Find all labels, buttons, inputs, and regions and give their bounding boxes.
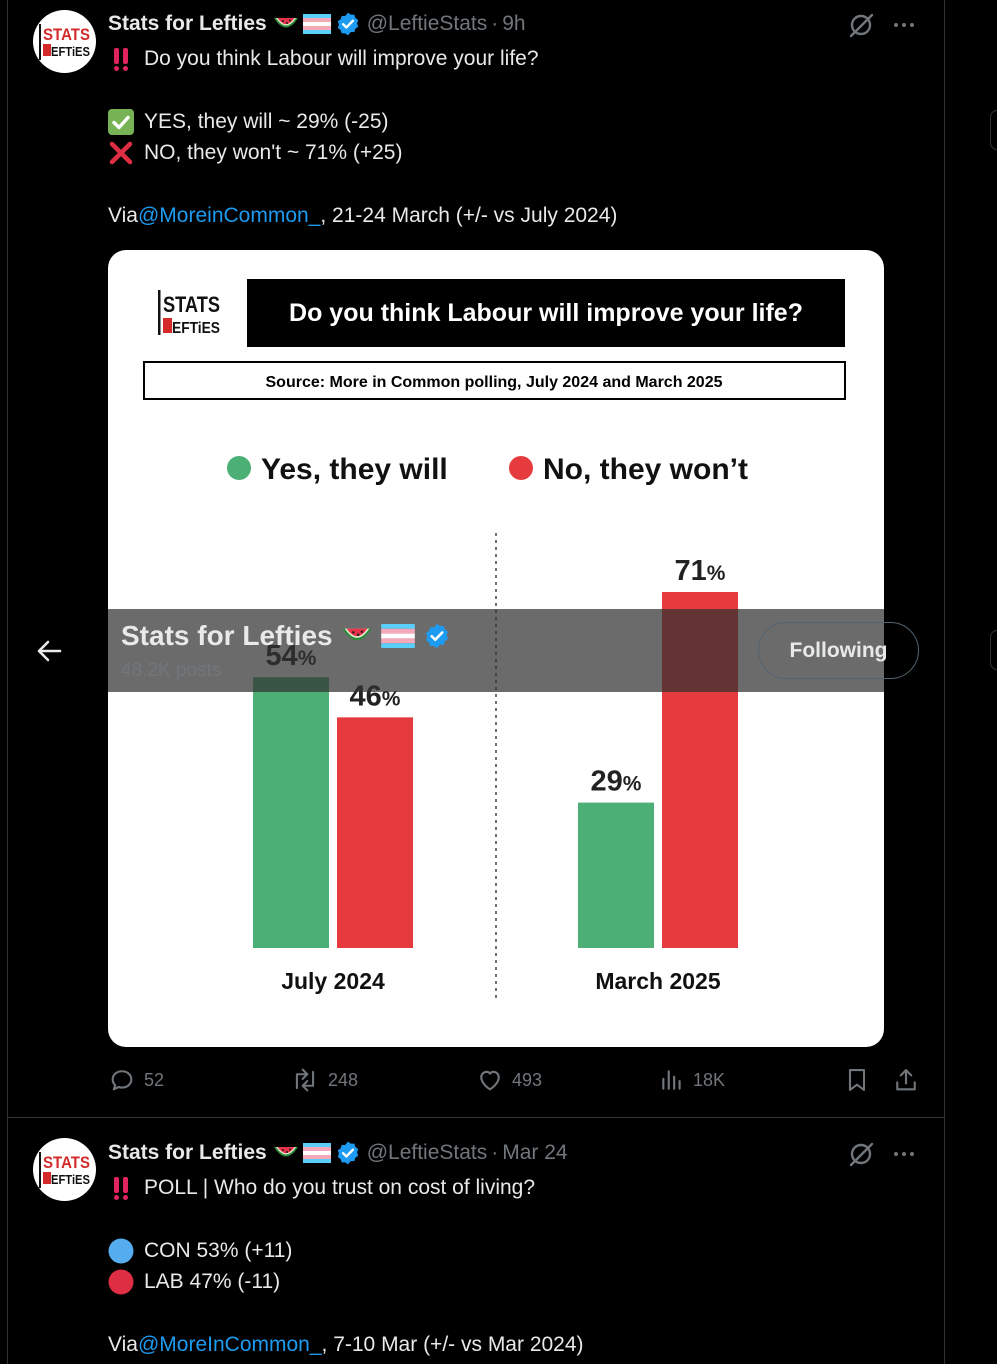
repost-button[interactable]: 248 bbox=[290, 1066, 358, 1094]
bookmark-icon bbox=[848, 1069, 866, 1091]
mention-link[interactable]: @MoreinCommon_ bbox=[137, 204, 321, 227]
svg-text:STATS: STATS bbox=[43, 1153, 90, 1172]
stats-for-lefties-logo: STATS EFTiES bbox=[39, 1152, 90, 1188]
yes-line: YES, they will ~ 29% (-25) bbox=[144, 110, 389, 133]
con-line: CON 53% (+11) bbox=[144, 1239, 293, 1262]
view-count: 18K bbox=[693, 1069, 726, 1090]
grok-icon[interactable] bbox=[847, 11, 875, 39]
legend-label-yes: Yes, they will bbox=[261, 453, 448, 486]
watermelon-icon bbox=[341, 628, 372, 641]
tweet-headline: Do you think Labour will improve your li… bbox=[144, 47, 539, 70]
no-line: NO, they won't ~ 71% (+25) bbox=[144, 141, 403, 164]
tweet-header: Stats for Lefties @LeftieStats · 9h bbox=[108, 11, 526, 37]
cross-mark-icon bbox=[109, 141, 133, 164]
avatar[interactable]: STATS EFTiES bbox=[33, 10, 96, 73]
check-mark-icon bbox=[108, 108, 134, 135]
reply-icon bbox=[111, 1070, 133, 1091]
title-banner bbox=[247, 279, 845, 347]
tweet-time[interactable]: 9h bbox=[502, 12, 526, 35]
tweet-header: Stats for Lefties @LeftieStats · Mar 24 bbox=[108, 1140, 568, 1166]
column-border-left bbox=[7, 0, 8, 1364]
via-details: , 21-24 March (+/- vs July 2024) bbox=[320, 204, 618, 227]
watermelon-icon bbox=[273, 18, 298, 28]
lab-line: LAB 47% (-11) bbox=[144, 1270, 281, 1293]
poll-infographic: STATS EFTiES Do you think Labour will im… bbox=[143, 279, 846, 998]
tweet-actions: 52 248 493 18K bbox=[108, 1066, 920, 1100]
profile-name: Stats for Lefties bbox=[121, 620, 333, 651]
svg-text:EFTiES: EFTiES bbox=[51, 1172, 90, 1187]
source-box bbox=[143, 361, 846, 400]
data-label-yes-march-2025: 29% bbox=[591, 766, 642, 798]
sticky-profile-bar bbox=[108, 609, 884, 692]
infographic-title: Do you think Labour will improve your li… bbox=[289, 299, 803, 327]
bar-no-july-2024 bbox=[337, 717, 413, 948]
more-icon[interactable] bbox=[891, 12, 917, 38]
bookmark-button[interactable] bbox=[843, 1066, 871, 1094]
svg-text:EFTiES: EFTiES bbox=[51, 44, 90, 59]
avatar[interactable]: STATS EFTiES bbox=[33, 1138, 96, 1201]
verified-icon[interactable] bbox=[423, 622, 451, 650]
reply-count: 52 bbox=[144, 1069, 165, 1090]
side-panel-edge bbox=[990, 630, 997, 670]
tweet-body: Do you think Labour will improve your li… bbox=[108, 43, 908, 231]
stats-for-lefties-logo: STATS EFTiES bbox=[39, 24, 90, 60]
svg-text:STATS: STATS bbox=[43, 25, 90, 44]
author-handle[interactable]: @LeftieStats bbox=[366, 12, 488, 35]
logo-bottom-text: EFTiES bbox=[172, 320, 220, 337]
like-count: 493 bbox=[512, 1069, 543, 1090]
repost-icon bbox=[295, 1068, 315, 1092]
grok-icon[interactable] bbox=[847, 1140, 875, 1168]
via-prefix: Via bbox=[108, 1333, 138, 1356]
watermelon-icon bbox=[273, 1147, 298, 1157]
like-button[interactable]: 493 bbox=[476, 1066, 542, 1094]
author-handle[interactable]: @LeftieStats bbox=[366, 1141, 488, 1164]
like-icon bbox=[480, 1070, 500, 1091]
share-button[interactable] bbox=[892, 1066, 920, 1094]
side-panel-edge bbox=[990, 110, 997, 150]
red-circle-icon bbox=[108, 1269, 134, 1294]
repost-count: 248 bbox=[328, 1069, 359, 1090]
trans-flag-icon bbox=[380, 624, 415, 648]
tweet-body: POLL | Who do you trust on cost of livin… bbox=[108, 1172, 908, 1360]
category-label-july-2024: July 2024 bbox=[281, 968, 385, 994]
legend-swatch-yes bbox=[227, 456, 251, 480]
via-details: , 7-10 Mar (+/- vs Mar 2024) bbox=[321, 1333, 584, 1356]
author-name[interactable]: Stats for Lefties bbox=[108, 1141, 267, 1164]
reply-button[interactable]: 52 bbox=[108, 1066, 164, 1094]
trans-flag-icon bbox=[302, 1143, 331, 1163]
bar-yes-march-2025 bbox=[578, 802, 654, 948]
views-button[interactable]: 18K bbox=[659, 1066, 725, 1094]
stats-for-lefties-logo: STATS EFTiES bbox=[158, 290, 220, 337]
double-exclamation-icon bbox=[114, 47, 128, 71]
blue-circle-icon bbox=[108, 1238, 134, 1263]
tweet-time[interactable]: Mar 24 bbox=[502, 1141, 568, 1164]
views-icon bbox=[662, 1070, 681, 1090]
bar-yes-july-2024 bbox=[253, 677, 329, 948]
share-icon bbox=[896, 1069, 916, 1091]
logo-top-text: STATS bbox=[163, 292, 220, 317]
verified-icon[interactable] bbox=[335, 11, 361, 37]
author-name[interactable]: Stats for Lefties bbox=[108, 12, 267, 35]
separator-dot: · bbox=[491, 12, 499, 35]
verified-icon[interactable] bbox=[335, 1140, 361, 1166]
mention-link[interactable]: @MoreInCommon_ bbox=[137, 1333, 322, 1356]
separator-dot: · bbox=[491, 1141, 499, 1164]
more-icon[interactable] bbox=[891, 1141, 917, 1167]
double-exclamation-icon bbox=[114, 1176, 128, 1200]
via-prefix: Via bbox=[108, 204, 138, 227]
data-label-no-march-2025: 71% bbox=[675, 555, 726, 587]
legend-swatch-no bbox=[509, 456, 533, 480]
post-count: 48.2K posts bbox=[121, 660, 222, 681]
column-border-right bbox=[944, 0, 945, 1364]
following-button[interactable]: Following bbox=[758, 622, 919, 679]
tweet-divider bbox=[8, 1117, 944, 1118]
back-arrow-icon[interactable] bbox=[34, 636, 64, 666]
source-text: Source: More in Common polling, July 202… bbox=[266, 374, 723, 391]
sticky-profile-name: Stats for Lefties bbox=[121, 620, 451, 652]
category-label-march-2025: March 2025 bbox=[595, 968, 721, 994]
tweet-headline: POLL | Who do you trust on cost of livin… bbox=[144, 1176, 536, 1199]
legend-label-no: No, they won’t bbox=[543, 453, 748, 486]
trans-flag-icon bbox=[302, 14, 331, 34]
